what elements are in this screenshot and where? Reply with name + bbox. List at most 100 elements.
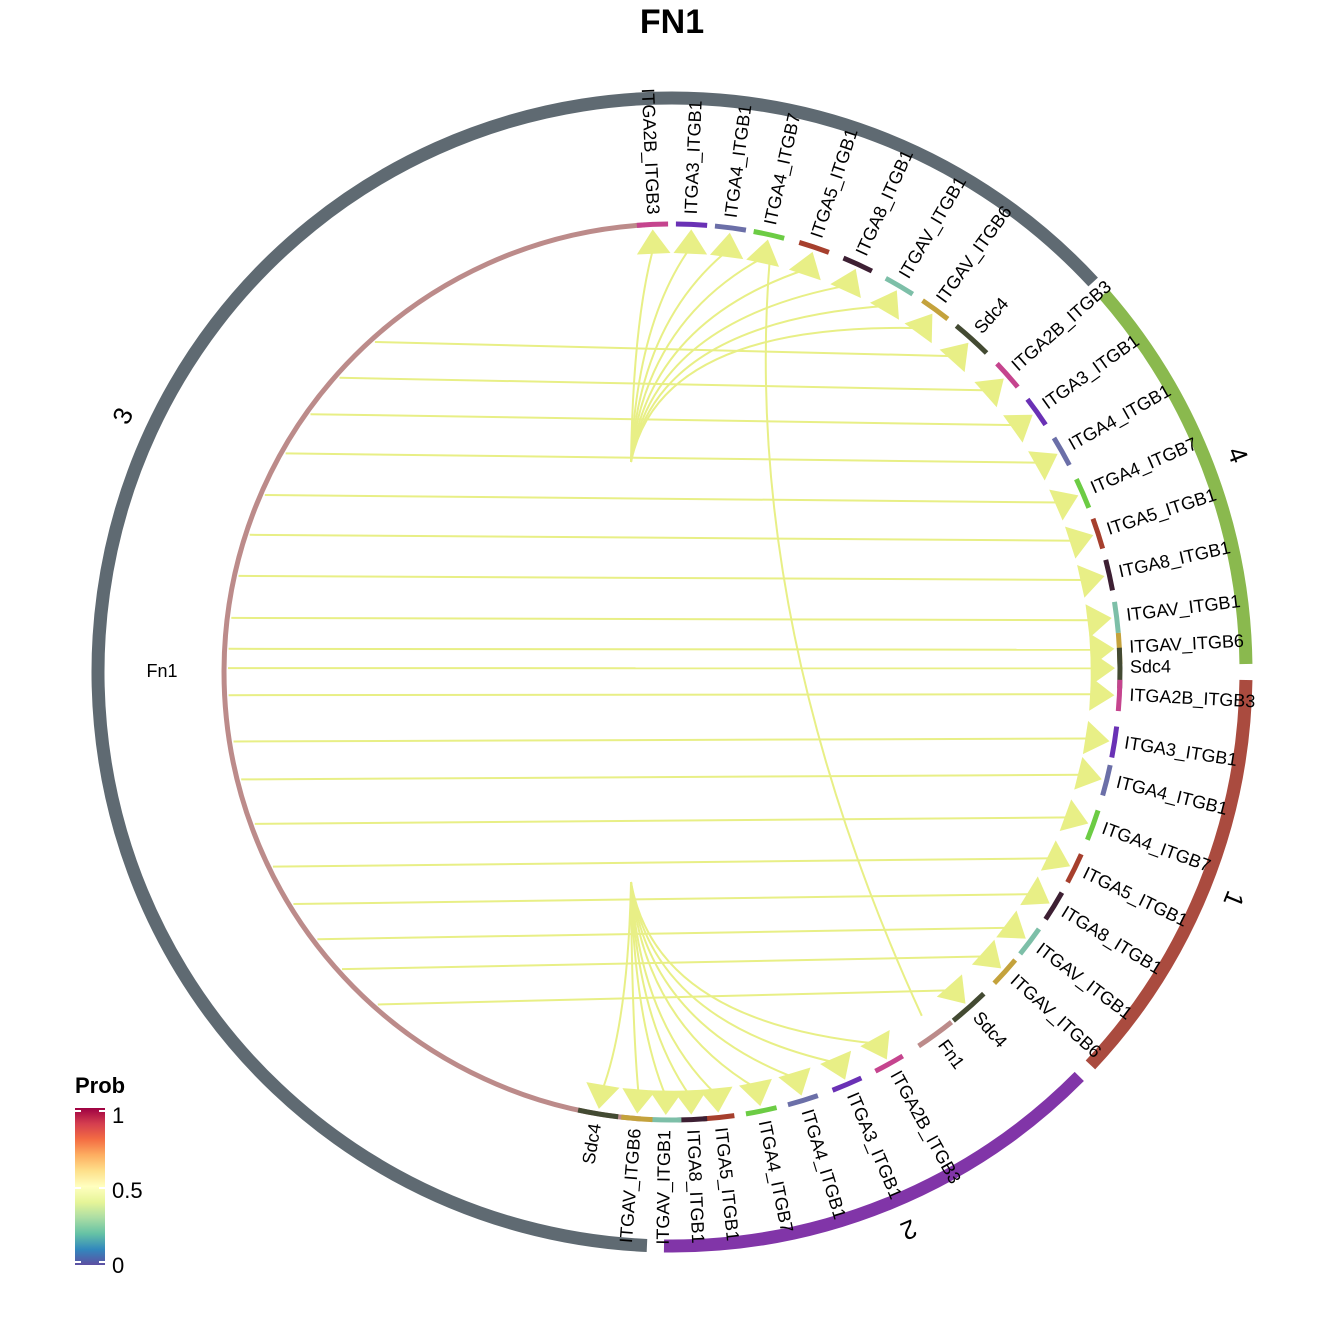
link-arrowhead (622, 1088, 656, 1114)
source-sector-label: Fn1 (146, 661, 177, 681)
legend-colorbar (75, 1108, 105, 1265)
g2-seg-1 (831, 1075, 863, 1093)
link-line (254, 816, 1072, 825)
g4-seg-4 (1074, 478, 1092, 509)
link-arrowhead (830, 268, 861, 298)
receptor-label: ITGAV_ITGB6 (1129, 631, 1245, 658)
receptor-label: ITGA4_ITGB7 (1088, 434, 1201, 499)
group-label: 3 (106, 403, 139, 429)
link-line (630, 284, 849, 463)
link-line (310, 413, 1019, 427)
legend-title: Prob (75, 1073, 125, 1098)
link-line (293, 893, 1035, 905)
legend-tick-label: 1 (112, 1103, 124, 1128)
g4-seg-1 (995, 361, 1020, 389)
g2-seg-8 (577, 1107, 619, 1120)
group-label: 4 (1221, 443, 1254, 467)
link-arrowhead (904, 313, 933, 344)
link-line (630, 246, 692, 463)
g2-seg-4 (703, 1113, 735, 1122)
link-line (233, 737, 1092, 743)
link-line (285, 452, 1042, 464)
link-arrowhead (788, 251, 821, 281)
receptor-label: ITGA5_ITGB1 (710, 1126, 743, 1242)
g4-seg-3 (1051, 436, 1072, 467)
sector-track (221, 221, 1123, 1123)
g1-seg-7 (992, 958, 1018, 985)
link-line (630, 326, 922, 463)
receptor-label: Sdc4 (970, 294, 1012, 338)
receptor-label: Sdc4 (1130, 656, 1171, 676)
group-3-arc (91, 91, 1098, 1252)
link-line (630, 881, 640, 1096)
legend-tick-label: 0 (112, 1253, 124, 1278)
g1-seg-5 (1043, 891, 1065, 921)
g4-seg-0 (954, 323, 989, 355)
link-arrowhead (746, 239, 779, 267)
receptor-label: ITGA8_ITGB1 (852, 147, 918, 259)
receptor-label: Sdc4 (579, 1122, 605, 1166)
g4-seg-7 (1112, 601, 1121, 634)
receptor-label: ITGA2B_ITGB3 (885, 1067, 964, 1187)
link-layer (227, 229, 1115, 1115)
group-label: 1 (1217, 887, 1250, 912)
link-arrowhead (673, 1089, 708, 1115)
link-arrowhead (1077, 565, 1105, 598)
link-arrowhead (996, 910, 1026, 939)
link-arrowhead (1082, 720, 1110, 755)
g1-seg-1 (1109, 726, 1120, 758)
g1-seg-8 (951, 991, 986, 1023)
link-line (600, 881, 632, 1092)
link-line (339, 376, 991, 392)
receptor-label: ITGA4_ITGB1 (1065, 381, 1175, 455)
link-line (249, 533, 1077, 542)
link-arrowhead (1074, 757, 1102, 790)
link-arrowhead (1040, 840, 1071, 871)
legend-tick-label: 0.5 (112, 1178, 143, 1203)
g4-seg-5 (1090, 517, 1106, 550)
link-arrowhead (673, 229, 708, 255)
receptor-label: Sdc4 (969, 1008, 1011, 1052)
g1-seg-9 (917, 1020, 954, 1049)
link-line (228, 693, 1097, 697)
link-line (630, 881, 839, 1065)
g3-seg-1 (675, 221, 708, 228)
link-line (228, 647, 1097, 651)
g2-seg-7 (620, 1114, 653, 1123)
link-arrowhead (870, 290, 899, 320)
g3-seg-4 (798, 240, 830, 255)
link-line (231, 616, 1094, 622)
link-arrowhead (739, 1078, 772, 1107)
link-arrowhead (820, 1050, 852, 1080)
receptor-label: ITGAV_ITGB1 (1125, 591, 1241, 626)
group-4-arc (1098, 289, 1253, 665)
link-arrowhead (649, 1090, 683, 1115)
link-line (630, 247, 655, 463)
link-arrowhead (1085, 604, 1112, 638)
link-line (238, 574, 1087, 581)
g3-seg-0 (636, 221, 669, 228)
link-line (630, 249, 729, 463)
receptor-label: ITGA2B_ITGB3 (637, 88, 663, 215)
g3-seg-3 (753, 229, 785, 241)
link-arrowhead (936, 974, 966, 1004)
receptor-label: ITGA4_ITGB1 (1114, 772, 1230, 820)
link-arrowhead (1090, 651, 1115, 686)
prob-legend: Prob 1 0.5 0 (75, 1073, 143, 1278)
receptor-label: ITGA5_ITGB1 (1104, 485, 1219, 540)
link-line (374, 341, 957, 358)
g1-seg-6 (1018, 927, 1042, 956)
link-arrowhead (636, 229, 671, 255)
g1-seg-2 (1100, 764, 1113, 797)
receptor-label: ITGA4_ITGB1 (721, 103, 757, 219)
link-line (317, 926, 1012, 941)
receptor-label: ITGA4_ITGB7 (1099, 818, 1213, 877)
link-arrowhead (710, 232, 744, 260)
link-arrowhead (974, 378, 1004, 408)
link-arrowhead (1028, 451, 1058, 481)
receptor-label: ITGA8_ITGB1 (682, 1129, 708, 1244)
link-line (341, 955, 988, 971)
receptor-label: ITGA8_ITGB1 (1117, 537, 1233, 582)
receptor-label: ITGA4_ITGB7 (754, 1119, 797, 1235)
